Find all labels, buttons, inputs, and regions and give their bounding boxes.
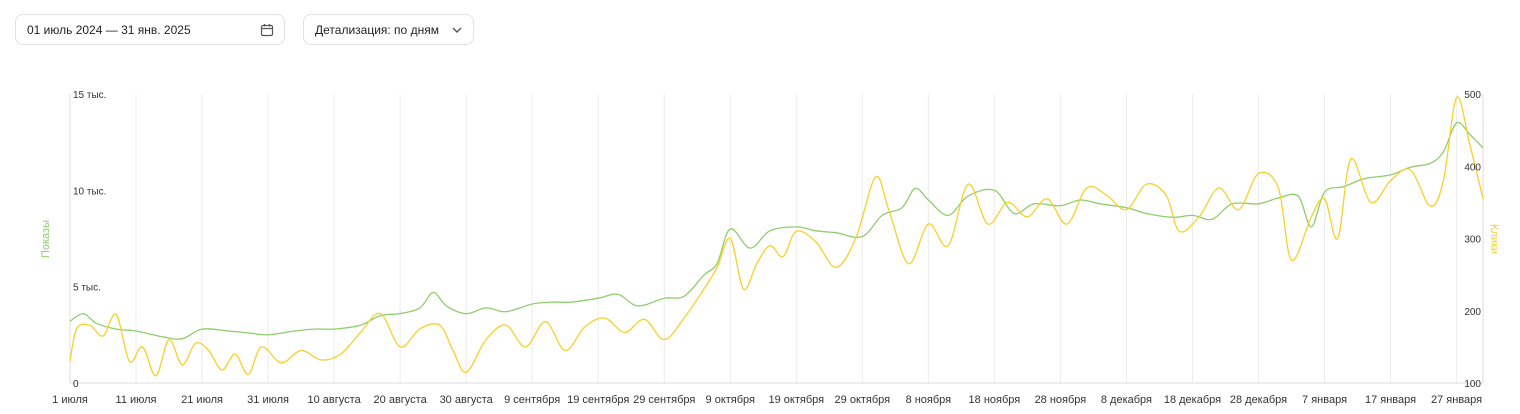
x-tick-label: 9 сентября bbox=[504, 394, 560, 406]
x-tick-label: 1 июля bbox=[52, 394, 88, 406]
x-tick-label: 29 октября bbox=[835, 394, 891, 406]
y-right-tick-label: 200 bbox=[1464, 307, 1481, 318]
x-tick-label: 30 августа bbox=[440, 394, 494, 406]
x-tick-label: 19 сентября bbox=[567, 394, 629, 406]
y-left-tick-label: 10 тыс. bbox=[73, 186, 106, 197]
x-tick-label: 10 августа bbox=[308, 394, 362, 406]
x-tick-label: 19 октября bbox=[769, 394, 825, 406]
x-tick-label: 20 августа bbox=[374, 394, 428, 406]
labels: 1 июля 11 июля 21 июля 31 июля 10 августа 20 … bbox=[40, 90, 1500, 406]
x-tick-label: 11 июля bbox=[116, 394, 157, 406]
x-tick-label: 21 июля bbox=[181, 394, 223, 406]
x-tick-label: 18 декабря bbox=[1164, 394, 1221, 406]
detail-select-label: Детализация: по дням bbox=[315, 22, 439, 37]
y-right-tick-label: 300 bbox=[1464, 235, 1481, 246]
y-axis-right-title: Клики bbox=[1488, 224, 1500, 254]
date-range-value: 01 июль 2024 — 31 янв. 2025 bbox=[27, 22, 191, 37]
grid bbox=[69, 94, 1484, 384]
series-clicks-line bbox=[69, 96, 1484, 377]
x-tick-label: 8 декабря bbox=[1101, 394, 1152, 406]
x-tick-label: 8 ноября bbox=[906, 394, 952, 406]
x-tick-label: 17 января bbox=[1365, 394, 1416, 406]
y-right-tick-label: 400 bbox=[1464, 162, 1481, 173]
series bbox=[69, 96, 1484, 377]
x-tick-label: 9 октября bbox=[706, 394, 756, 406]
chevron-down-icon bbox=[451, 24, 463, 36]
x-tick-label: 18 ноября bbox=[969, 394, 1021, 406]
y-left-tick-label: 15 тыс. bbox=[73, 90, 106, 101]
y-right-tick-label: 100 bbox=[1464, 379, 1481, 390]
y-right-tick-label: 500 bbox=[1464, 90, 1481, 101]
x-tick-label: 28 декабря bbox=[1230, 394, 1287, 406]
series-impressions-line bbox=[69, 121, 1484, 340]
y-left-tick-label: 0 bbox=[73, 379, 79, 390]
x-tick-label: 7 января bbox=[1302, 394, 1347, 406]
x-tick-label: 28 ноября bbox=[1035, 394, 1087, 406]
x-tick-label: 27 января bbox=[1431, 394, 1482, 406]
y-axis-left-title: Показы bbox=[40, 220, 52, 258]
detail-select[interactable]: Детализация: по дням bbox=[303, 14, 474, 45]
calendar-icon[interactable] bbox=[260, 23, 274, 37]
y-left-tick-label: 5 тыс. bbox=[73, 283, 101, 294]
x-tick-label: 29 сентября bbox=[633, 394, 695, 406]
x-tick-label: 31 июля bbox=[247, 394, 289, 406]
date-range-picker[interactable]: 01 июль 2024 — 31 янв. 2025 bbox=[15, 14, 285, 45]
